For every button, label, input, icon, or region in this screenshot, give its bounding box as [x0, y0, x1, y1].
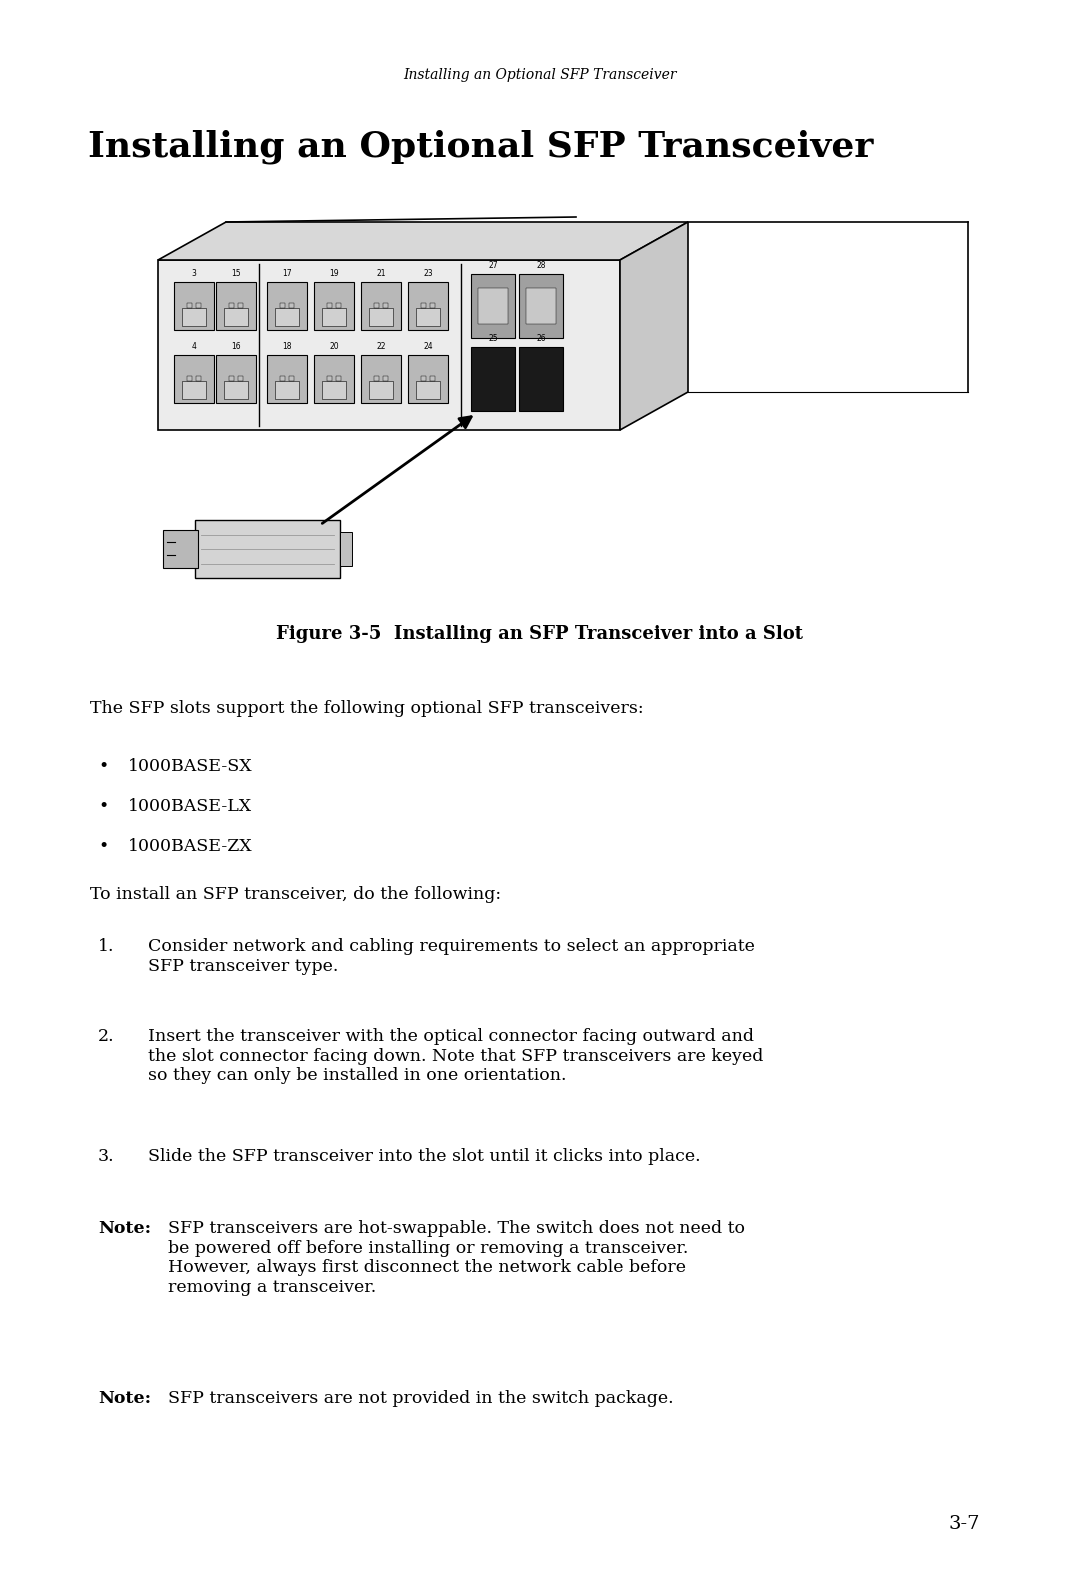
Bar — [280, 377, 285, 382]
Bar — [340, 532, 352, 567]
Text: 16: 16 — [231, 342, 241, 352]
Text: •: • — [98, 798, 108, 815]
Text: Slide the SFP transceiver into the slot until it clicks into place.: Slide the SFP transceiver into the slot … — [148, 1148, 701, 1165]
Bar — [195, 520, 340, 578]
Text: 21: 21 — [376, 268, 386, 278]
Text: 28: 28 — [537, 261, 545, 270]
Bar — [322, 308, 347, 327]
Text: Consider network and cabling requirements to select an appropriate
SFP transceiv: Consider network and cabling requirement… — [148, 937, 755, 975]
Bar — [181, 382, 206, 399]
Bar — [361, 283, 401, 330]
Text: Note:: Note: — [98, 1389, 151, 1407]
Bar — [274, 382, 299, 399]
Bar — [408, 355, 448, 403]
Bar — [181, 308, 206, 327]
Text: 15: 15 — [231, 268, 241, 278]
Bar — [421, 303, 427, 308]
Bar — [471, 273, 515, 338]
Bar — [288, 303, 294, 308]
Text: 22: 22 — [376, 342, 386, 352]
Bar — [216, 283, 256, 330]
Text: 3: 3 — [191, 268, 197, 278]
Bar — [336, 377, 341, 382]
Bar — [174, 283, 214, 330]
Bar — [361, 355, 401, 403]
Text: SFP transceivers are not provided in the switch package.: SFP transceivers are not provided in the… — [168, 1389, 674, 1407]
Bar — [267, 283, 307, 330]
Bar — [229, 303, 234, 308]
Bar — [280, 303, 285, 308]
Text: 26: 26 — [536, 334, 545, 342]
Bar — [471, 347, 515, 411]
Text: •: • — [98, 758, 108, 776]
Bar — [322, 382, 347, 399]
Text: 24: 24 — [423, 342, 433, 352]
Text: 17: 17 — [282, 268, 292, 278]
Bar — [327, 303, 333, 308]
Bar — [421, 377, 427, 382]
Bar — [187, 377, 192, 382]
Text: 23: 23 — [423, 268, 433, 278]
Text: 2.: 2. — [98, 1028, 114, 1046]
Bar — [224, 382, 248, 399]
Bar — [526, 289, 556, 323]
Text: 25: 25 — [488, 334, 498, 342]
Polygon shape — [158, 261, 620, 430]
Polygon shape — [158, 221, 688, 261]
Bar — [374, 377, 379, 382]
Bar — [216, 355, 256, 403]
Bar — [416, 382, 441, 399]
Text: SFP transceivers are hot-swappable. The switch does not need to
be powered off b: SFP transceivers are hot-swappable. The … — [168, 1220, 745, 1295]
Bar — [238, 303, 243, 308]
Bar — [477, 289, 509, 323]
Text: 1000BASE-SX: 1000BASE-SX — [129, 758, 253, 776]
Bar — [368, 382, 393, 399]
Text: To install an SFP transceiver, do the following:: To install an SFP transceiver, do the fo… — [90, 885, 501, 903]
Bar — [174, 355, 214, 403]
Text: 1000BASE-ZX: 1000BASE-ZX — [129, 838, 253, 856]
Text: •: • — [98, 838, 108, 856]
Bar — [163, 531, 198, 568]
Text: 3-7: 3-7 — [948, 1515, 980, 1532]
Bar — [267, 355, 307, 403]
Text: Installing an Optional SFP Transceiver: Installing an Optional SFP Transceiver — [403, 68, 677, 82]
Bar — [430, 303, 435, 308]
Bar — [238, 377, 243, 382]
Text: 3.: 3. — [98, 1148, 114, 1165]
Text: 27: 27 — [488, 261, 498, 270]
Bar — [336, 303, 341, 308]
Bar — [327, 377, 333, 382]
Bar — [187, 303, 192, 308]
Text: 4: 4 — [191, 342, 197, 352]
Bar — [519, 273, 563, 338]
Bar — [224, 308, 248, 327]
Bar — [430, 377, 435, 382]
Text: Note:: Note: — [98, 1220, 151, 1237]
Text: 1.: 1. — [98, 937, 114, 955]
Bar — [382, 377, 388, 382]
Bar — [374, 303, 379, 308]
Bar — [382, 303, 388, 308]
Polygon shape — [620, 221, 688, 430]
Text: Installing an Optional SFP Transceiver: Installing an Optional SFP Transceiver — [87, 130, 874, 165]
Text: 18: 18 — [282, 342, 292, 352]
Bar — [408, 283, 448, 330]
Bar — [195, 303, 201, 308]
Bar — [229, 377, 234, 382]
Bar — [195, 377, 201, 382]
Bar — [274, 308, 299, 327]
Text: 1000BASE-LX: 1000BASE-LX — [129, 798, 252, 815]
Text: 19: 19 — [329, 268, 339, 278]
Bar — [368, 308, 393, 327]
Bar — [288, 377, 294, 382]
Bar — [416, 308, 441, 327]
Text: Figure 3-5  Installing an SFP Transceiver into a Slot: Figure 3-5 Installing an SFP Transceiver… — [276, 625, 804, 644]
Bar — [314, 355, 354, 403]
Text: The SFP slots support the following optional SFP transceivers:: The SFP slots support the following opti… — [90, 700, 644, 717]
Text: 20: 20 — [329, 342, 339, 352]
Bar — [314, 283, 354, 330]
Bar — [519, 347, 563, 411]
Text: Insert the transceiver with the optical connector facing outward and
the slot co: Insert the transceiver with the optical … — [148, 1028, 764, 1085]
